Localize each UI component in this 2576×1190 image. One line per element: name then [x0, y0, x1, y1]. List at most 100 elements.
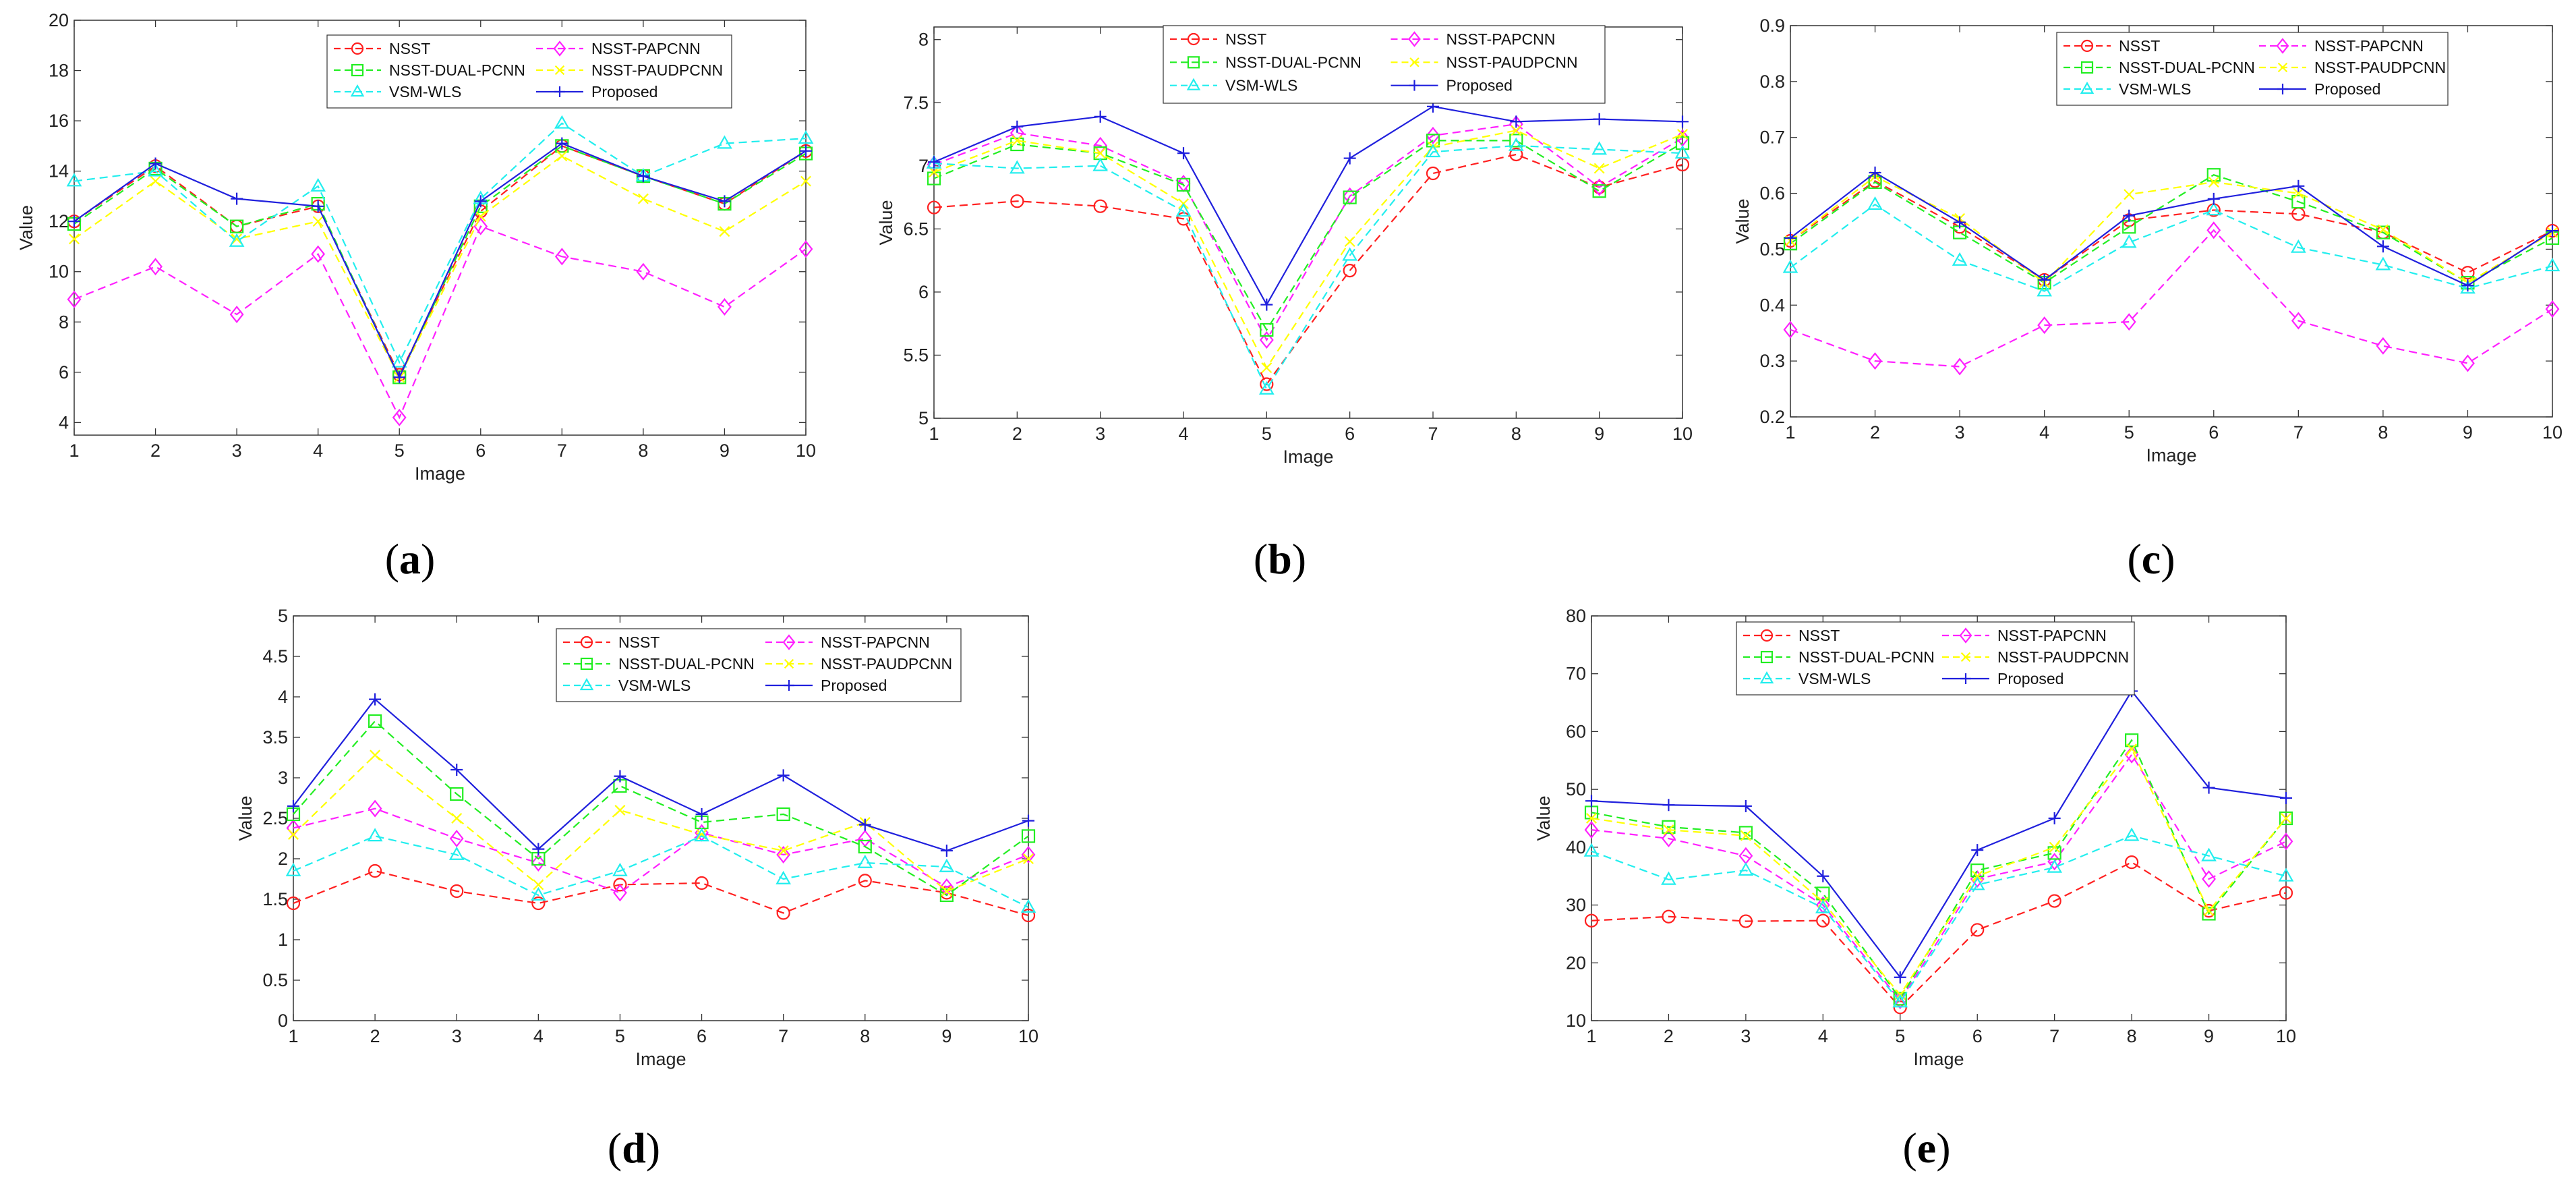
caption-e: (e)	[1902, 1124, 1951, 1172]
x-tick-label: 1	[288, 1026, 298, 1046]
data-point-nsst-paudpcnn	[1261, 362, 1272, 374]
x-tick-label: 6	[2208, 422, 2219, 443]
data-point-vsm-wls	[694, 828, 709, 842]
x-tick-label: 4	[1178, 424, 1188, 444]
x-tick-label: 5	[1262, 424, 1272, 444]
y-tick-label: 30	[1566, 895, 1586, 915]
y-axis-label: Value	[16, 205, 36, 250]
data-point-proposed	[858, 818, 871, 831]
y-tick-label: 2	[278, 849, 288, 869]
chart-panel-e: 10 20 30 40 50 60 70 80 1 2 3 4 5 6 7 8 9 10 Image Value NSS…	[1514, 600, 2357, 1190]
y-tick-label: 50	[1566, 779, 1586, 799]
data-point-nsst-dual-pcnn	[1343, 190, 1357, 204]
data-point-nsst-papcnn	[1259, 331, 1274, 349]
data-point-proposed	[614, 770, 626, 783]
series-proposed	[287, 693, 1034, 857]
data-point-nsst-dual-pcnn	[368, 714, 382, 729]
data-point-nsst-dual-pcnn	[858, 839, 872, 854]
series-line-nsst-paudpcnn	[1591, 747, 2287, 996]
legend-label-proposed: Proposed	[1997, 670, 2063, 687]
data-point-nsst-dual-pcnn	[230, 219, 244, 233]
data-point-proposed	[2376, 240, 2389, 253]
data-point-vsm-wls	[448, 846, 465, 860]
series-line-nsst-papcnn	[74, 225, 807, 420]
series-line-proposed	[293, 698, 1029, 852]
x-tick-label: 3	[452, 1026, 462, 1046]
data-point-nsst-papcnn	[718, 298, 732, 316]
data-point-proposed	[474, 195, 487, 208]
y-tick-label: 0.8	[1759, 72, 1785, 92]
data-point-proposed	[2461, 279, 2474, 292]
x-axis-label: Image	[1283, 447, 1333, 467]
data-point-nsst-paudpcnn	[1972, 870, 1983, 882]
x-tick-label: 2	[150, 441, 160, 461]
series-line-nsst-paudpcnn	[293, 754, 1029, 893]
data-point-proposed	[1260, 298, 1273, 311]
legend: NSST NSST-PAPCNN NSST-DUAL-PCNN NSST-PAUDPC…	[1163, 25, 1606, 104]
series-nsst-paudpcnn	[288, 749, 1034, 897]
data-point-nsst-paudpcnn	[2377, 224, 2389, 235]
x-tick-label: 3	[232, 441, 242, 461]
legend-label-proposed: Proposed	[2314, 80, 2380, 98]
legend-marker-nsst-dual-pcnn	[1760, 650, 1774, 664]
x-tick-label: 7	[778, 1026, 788, 1046]
data-point-nsst	[450, 884, 464, 899]
data-point-nsst-papcnn	[798, 240, 813, 258]
series-line-proposed	[1790, 171, 2553, 287]
legend-label-nsst-paudpcnn: NSST-PAUDPCNN	[2314, 59, 2446, 76]
x-tick-label: 1	[929, 424, 939, 444]
data-point-nsst-papcnn	[449, 829, 464, 848]
y-tick-label: 4	[278, 687, 288, 707]
data-point-proposed	[1971, 844, 1984, 857]
legend-marker-nsst-dual-pcnn	[351, 63, 364, 77]
x-tick-label: 6	[475, 441, 486, 461]
chart-c-svg: 0.2 0.3 0.4 0.5 0.6 0.7 0.8 0.9 1 2 3 4 5 6 7 8 9 10 Image…	[1732, 16, 2563, 465]
x-tick-label: 10	[1018, 1026, 1038, 1046]
data-point-vsm-wls	[2124, 827, 2140, 841]
y-tick-label: 3.5	[262, 727, 288, 747]
y-tick-label: 6	[59, 362, 69, 382]
x-tick-label: 7	[2049, 1026, 2059, 1046]
data-point-vsm-wls	[1952, 252, 1968, 266]
data-point-nsst	[368, 863, 382, 878]
series-line-nsst-papcnn	[1591, 753, 2287, 1002]
legend-label-vsm-wls: VSM-WLS	[1225, 77, 1297, 94]
legend: NSST NSST-PAPCNN NSST-DUAL-PCNN NSST-PAUDPC…	[1736, 621, 2135, 696]
legend-marker-vsm-wls	[1759, 671, 1774, 684]
series-nsst-dual-pcnn	[286, 714, 1036, 903]
data-point-vsm-wls	[1867, 196, 1883, 210]
data-point-nsst-dual-pcnn	[1662, 820, 1676, 834]
x-tick-label: 2	[1664, 1026, 1674, 1046]
x-axis-label: Image	[2146, 445, 2196, 465]
data-point-proposed	[695, 808, 708, 820]
data-point-nsst-dual-pcnn	[1816, 886, 1830, 901]
data-point-nsst	[1738, 914, 1753, 928]
legend-label-nsst-papcnn: NSST-PAPCNN	[591, 40, 701, 57]
data-point-nsst-paudpcnn	[1023, 853, 1034, 864]
data-point-vsm-wls	[229, 233, 245, 247]
data-point-nsst-papcnn	[1584, 821, 1599, 839]
series-line-nsst-dual-pcnn	[933, 140, 1683, 332]
y-tick-label: 80	[1566, 606, 1586, 626]
data-point-nsst	[1010, 194, 1024, 208]
legend-marker-nsst-papcnn	[553, 40, 566, 57]
data-point-nsst-papcnn	[554, 248, 569, 266]
legend-label-nsst-paudpcnn: NSST-PAUDPCNN	[1446, 53, 1578, 71]
series-vsm-wls	[66, 115, 814, 368]
data-point-vsm-wls	[66, 173, 82, 187]
data-point-nsst-paudpcnn	[1663, 824, 1674, 836]
y-tick-label: 60	[1566, 721, 1586, 741]
series-nsst-paudpcnn	[69, 150, 811, 383]
data-point-vsm-wls	[2201, 847, 2217, 861]
series-line-nsst-dual-pcnn	[74, 145, 807, 379]
data-point-nsst-paudpcnn	[288, 829, 299, 840]
legend-marker-vsm-wls	[579, 677, 594, 691]
data-point-nsst-dual-pcnn	[1509, 134, 1523, 148]
data-point-proposed	[231, 192, 243, 205]
x-tick-label: 4	[313, 441, 323, 461]
data-point-nsst-papcnn	[2121, 313, 2136, 331]
legend-label-nsst-paudpcnn: NSST-PAUDPCNN	[821, 655, 952, 673]
x-tick-label: 9	[2463, 422, 2473, 443]
x-tick-label: 5	[394, 441, 405, 461]
